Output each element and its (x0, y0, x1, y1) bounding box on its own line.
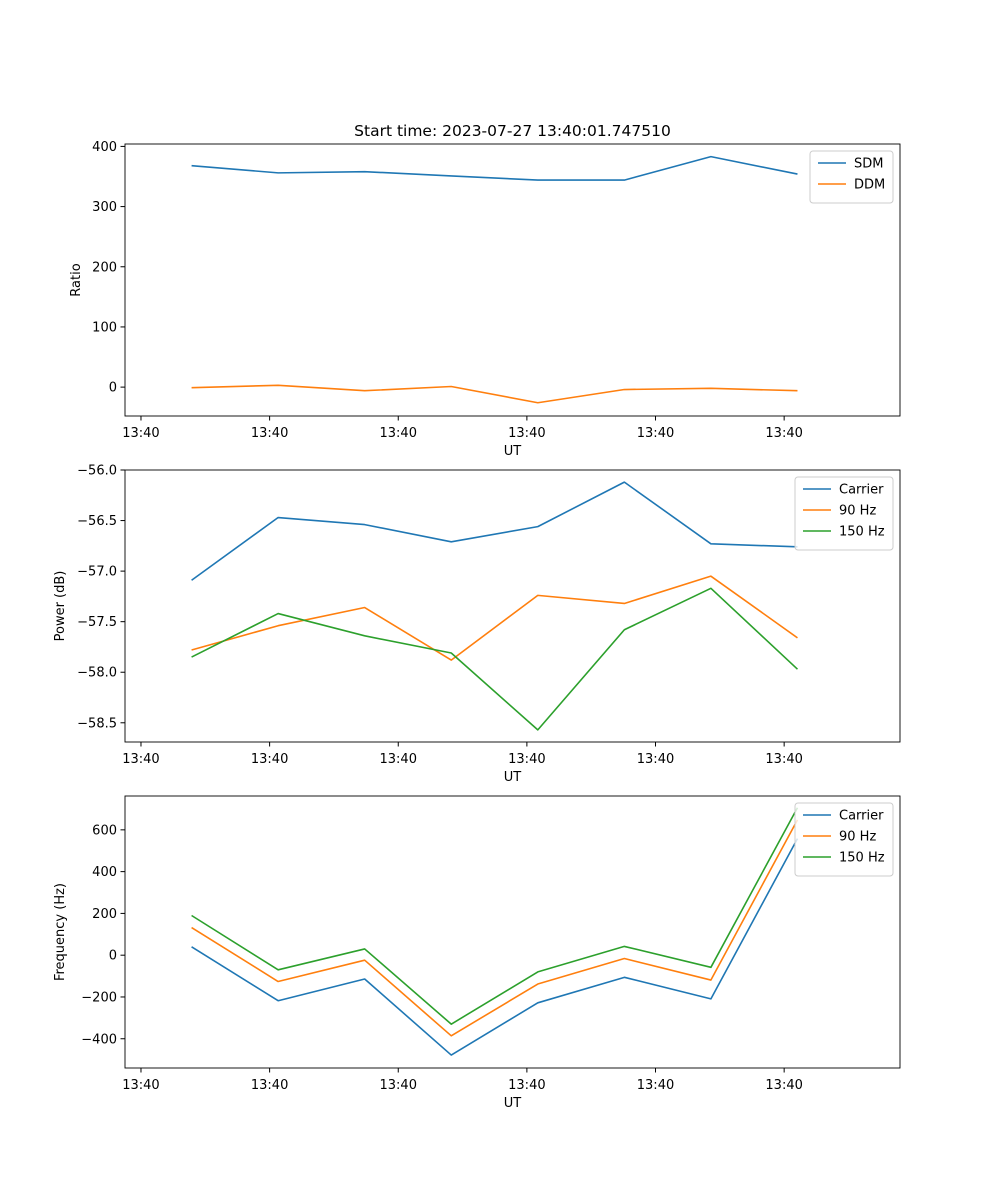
y-tick-label: −56.5 (77, 514, 117, 529)
axes-frame (124, 795, 901, 1069)
series-line-ddm (191, 384, 798, 404)
series-line-90-hz (191, 575, 798, 661)
legend-entry: DDM (854, 178, 885, 193)
x-tick-label: 13:40 (122, 752, 159, 767)
legend-entry: 150 Hz (839, 525, 885, 540)
y-tick-label: −58.5 (77, 716, 117, 731)
x-axis-label: UT (504, 770, 522, 785)
y-tick-label: 200 (92, 907, 117, 922)
subplot-1: 13:40 13:40 13:40 13:40 13:40 13:40 0 100 200 300… (69, 140, 901, 459)
x-tick-label: 13:40 (508, 752, 545, 767)
y-tick-label: 100 (92, 320, 117, 335)
y-tick-label: −56.0 (77, 464, 117, 479)
x-tick-label: 13:40 (380, 426, 417, 441)
x-axis-label: UT (504, 444, 522, 459)
x-tick-label: 13:40 (380, 752, 417, 767)
subplot-2: 13:40 13:40 13:40 13:40 13:40 13:40 −58.5 −58.0… (53, 464, 901, 785)
axes-frame (124, 143, 901, 417)
series-line-150-hz (191, 807, 799, 1025)
legend-entry: Carrier (839, 809, 884, 824)
series-line-150-hz (191, 587, 799, 731)
y-tick-label: 400 (92, 865, 117, 880)
x-axis-label: UT (504, 1096, 522, 1111)
series-line-carrier (191, 838, 799, 1056)
legend-entry: 150 Hz (839, 851, 885, 866)
y-tick-label: 0 (109, 381, 117, 396)
legend-entry: 90 Hz (839, 504, 876, 519)
legend: Carrier 90 Hz 150 Hz (794, 476, 894, 551)
x-tick-label: 13:40 (251, 1078, 288, 1093)
subplots: 13:40 13:40 13:40 13:40 13:40 13:40 0 100 200 300… (53, 140, 901, 1111)
x-tick-label: 13:40 (765, 426, 802, 441)
y-axis-label: Frequency (Hz) (53, 883, 68, 981)
legend-entry: Carrier (839, 483, 884, 498)
x-tick-label: 13:40 (508, 1078, 545, 1093)
y-tick-label: −57.5 (77, 615, 117, 630)
x-tick-label: 13:40 (637, 752, 674, 767)
y-tick-label: 200 (92, 260, 117, 275)
y-tick-label: −58.0 (77, 666, 117, 681)
x-tick-label: 13:40 (122, 1078, 159, 1093)
x-tick-label: 13:40 (251, 426, 288, 441)
series-line-90-hz (191, 819, 799, 1037)
y-axis-label: Power (dB) (53, 571, 68, 642)
y-tick-label: −57.0 (77, 565, 117, 580)
legend-box (809, 150, 894, 204)
legend: SDM DDM (809, 150, 894, 204)
y-tick-label: 400 (92, 140, 117, 155)
y-tick-label: −200 (81, 990, 117, 1005)
y-tick-label: 300 (92, 200, 117, 215)
legend: Carrier 90 Hz 150 Hz (794, 802, 894, 877)
y-tick-label: 0 (109, 949, 117, 964)
x-tick-label: 13:40 (122, 426, 159, 441)
x-tick-label: 13:40 (251, 752, 288, 767)
y-axis-label: Ratio (69, 263, 84, 296)
subplot-3: 13:40 13:40 13:40 13:40 13:40 13:40 −400 −200 0 2… (53, 795, 901, 1111)
x-tick-label: 13:40 (508, 426, 545, 441)
y-tick-label: −400 (81, 1032, 117, 1047)
y-tick-label: 600 (92, 823, 117, 838)
x-tick-label: 13:40 (380, 1078, 417, 1093)
series-line-carrier (191, 481, 798, 581)
figure-title: Start time: 2023-07-27 13:40:01.747510 (354, 122, 671, 140)
x-tick-label: 13:40 (637, 1078, 674, 1093)
axes-frame (124, 469, 901, 743)
legend-entry: SDM (854, 157, 883, 172)
x-tick-label: 13:40 (765, 752, 802, 767)
legend-entry: 90 Hz (839, 830, 876, 845)
x-tick-label: 13:40 (765, 1078, 802, 1093)
series-line-sdm (191, 155, 798, 181)
x-tick-label: 13:40 (637, 426, 674, 441)
